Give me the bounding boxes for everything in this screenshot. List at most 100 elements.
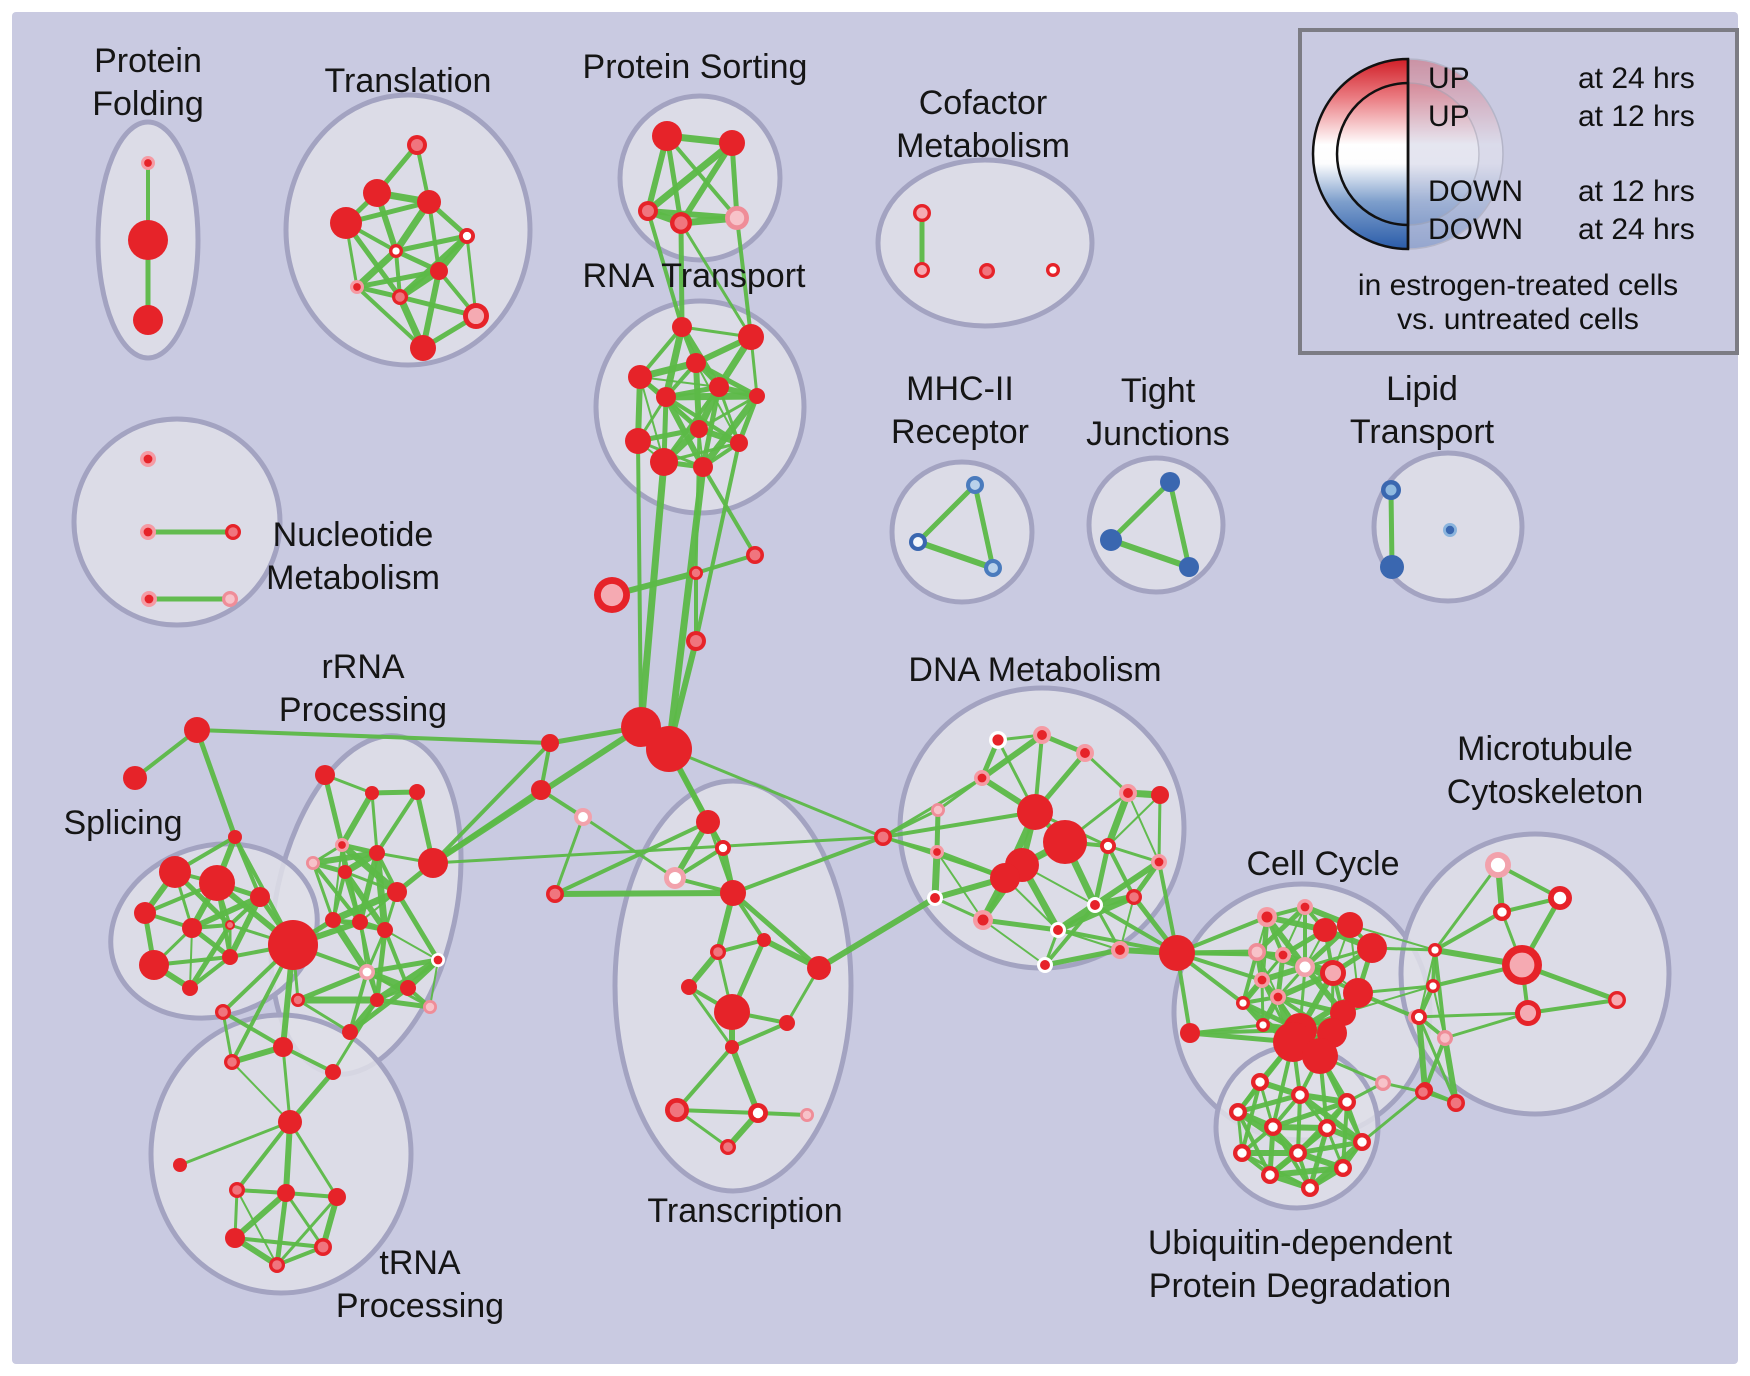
interaction-edge bbox=[637, 458, 668, 731]
gene-node bbox=[672, 317, 692, 337]
legend-caption-line1: in estrogen-treated cells bbox=[1358, 269, 1678, 302]
interaction-edge bbox=[735, 216, 753, 339]
gene-node-core bbox=[1090, 900, 1100, 910]
gene-node-core bbox=[713, 947, 723, 957]
interaction-edge bbox=[816, 895, 938, 971]
interaction-edge bbox=[699, 392, 761, 471]
gene-node bbox=[1380, 555, 1404, 579]
gene-node-core bbox=[1497, 907, 1507, 917]
interaction-edge bbox=[694, 427, 701, 575]
cluster-dn-label: DNA Metabolism bbox=[908, 651, 1161, 689]
gene-node bbox=[139, 950, 169, 980]
cluster-cf-region bbox=[875, 157, 1095, 329]
gene-node-core bbox=[1418, 1087, 1428, 1097]
gene-node bbox=[650, 448, 678, 476]
interaction-edge bbox=[188, 955, 232, 990]
gene-node-core bbox=[1295, 1090, 1305, 1100]
interaction-edge bbox=[364, 957, 441, 975]
cluster-nm-label: Nucleotide Metabolism bbox=[266, 516, 440, 597]
interaction-edge bbox=[1267, 1165, 1346, 1178]
interaction-edge bbox=[189, 894, 263, 931]
gene-node-core bbox=[977, 773, 987, 783]
gene-node-core bbox=[225, 594, 235, 604]
interaction-edge bbox=[1083, 751, 1130, 795]
gene-node-core bbox=[433, 955, 443, 965]
gene-node bbox=[315, 765, 335, 785]
interaction-edge bbox=[373, 956, 442, 1004]
gene-node bbox=[182, 980, 198, 996]
gene-node-core bbox=[293, 995, 303, 1005]
gene-node-core bbox=[930, 893, 940, 903]
gene-node-core bbox=[642, 205, 654, 217]
gene-node-core bbox=[1115, 945, 1125, 955]
interaction-edge bbox=[311, 861, 335, 922]
gene-node-core bbox=[933, 848, 941, 856]
gene-node-core bbox=[1431, 946, 1439, 954]
cluster-ps-region bbox=[617, 93, 783, 263]
gene-node bbox=[693, 457, 713, 477]
gene-node-core bbox=[227, 922, 233, 928]
gene-node-core bbox=[1080, 748, 1090, 758]
legend-row4-time: at 24 hrs bbox=[1578, 213, 1695, 246]
gene-node bbox=[370, 993, 384, 1007]
interaction-edge bbox=[687, 985, 734, 1049]
interaction-edge bbox=[1342, 985, 1434, 1014]
gene-node-core bbox=[1440, 1033, 1450, 1043]
gene-node-core bbox=[752, 1107, 764, 1119]
gene-node bbox=[184, 717, 210, 743]
cluster-labels-layer: Protein Folding Translation Protein Sorting… bbox=[63, 42, 1643, 1325]
interaction-edge bbox=[275, 1195, 339, 1267]
interaction-edge bbox=[331, 870, 347, 922]
gene-node-core bbox=[143, 527, 153, 537]
interaction-edge bbox=[1254, 904, 1308, 955]
gene-node-core bbox=[1378, 1078, 1388, 1088]
gene-node bbox=[652, 121, 682, 151]
gene-node-core bbox=[1445, 525, 1455, 535]
interaction-edge bbox=[1526, 998, 1619, 1015]
interaction-edge bbox=[644, 139, 736, 215]
interaction-edge bbox=[431, 741, 552, 865]
interaction-edge bbox=[221, 1010, 285, 1049]
interaction-edge bbox=[730, 890, 822, 971]
interaction-edge bbox=[310, 850, 380, 866]
interaction-edge bbox=[1423, 1036, 1447, 1092]
interaction-edge bbox=[1360, 1090, 1425, 1144]
gene-node-core bbox=[1300, 902, 1310, 912]
interaction-edge bbox=[374, 997, 433, 1010]
interaction-edge bbox=[1106, 844, 1161, 864]
interaction-edge bbox=[982, 919, 1046, 966]
interaction-edge bbox=[701, 465, 757, 557]
interaction-edge bbox=[394, 889, 441, 963]
gene-node bbox=[1043, 820, 1087, 864]
interaction-edge bbox=[420, 268, 442, 351]
cluster-cf-label: Cofactor Metabolism bbox=[896, 84, 1070, 165]
gene-node-core bbox=[1450, 1097, 1462, 1109]
gene-node bbox=[646, 726, 692, 772]
gene-node bbox=[222, 949, 238, 965]
cluster-tr-region bbox=[148, 1012, 414, 1296]
interaction-edge bbox=[1433, 948, 1447, 1040]
gene-node-core bbox=[1040, 960, 1050, 970]
interaction-edge bbox=[338, 841, 401, 896]
interaction-edge bbox=[980, 917, 1061, 933]
interaction-edge bbox=[274, 1190, 289, 1268]
gene-node-core bbox=[1233, 1107, 1243, 1117]
gene-node bbox=[199, 865, 235, 901]
gene-node bbox=[1017, 794, 1053, 830]
gene-node bbox=[400, 980, 416, 996]
legend-inner-left-half bbox=[1335, 81, 1410, 227]
gene-node bbox=[749, 388, 765, 404]
gene-node bbox=[696, 810, 720, 834]
gene-node bbox=[342, 1024, 358, 1040]
interaction-edge bbox=[1167, 479, 1192, 570]
gene-node-core bbox=[1049, 266, 1057, 274]
interaction-edge bbox=[373, 849, 389, 934]
gene-node-core bbox=[917, 265, 927, 275]
gene-node bbox=[738, 324, 764, 350]
interaction-edge bbox=[288, 1120, 339, 1199]
interaction-edge bbox=[295, 969, 370, 1003]
gene-node bbox=[410, 335, 436, 361]
gene-node bbox=[719, 130, 745, 156]
cluster-mt-label: Microtubule Cytoskeleton bbox=[1447, 730, 1644, 811]
gene-node-core bbox=[1268, 1122, 1278, 1132]
